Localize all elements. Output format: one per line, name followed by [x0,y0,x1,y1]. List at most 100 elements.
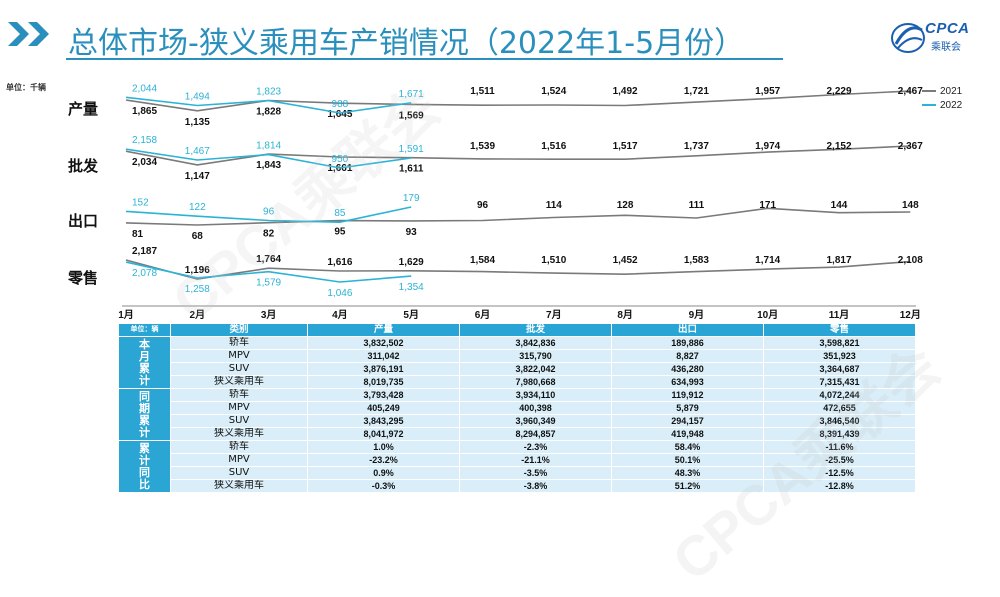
data-label: 1,354 [399,282,424,293]
table-cell-category: 狭义乘用车 [170,427,308,441]
data-label: 1,517 [613,141,638,152]
series-line-2022 [125,261,412,283]
data-label: 1,452 [613,255,638,266]
table-cell-value: 3,832,502 [307,336,460,350]
table-cell-value: -2.3% [459,440,612,454]
table-row: SUV 3,876,191 3,822,042 436,280 3,364,687 [119,362,916,376]
table-cell-value: 4,072,244 [763,388,916,402]
table-cell-category: 轿车 [170,336,308,350]
data-label: 1,957 [755,86,780,97]
line-chart: 1月 2月 3月 4月 5月 6月 7月 8月 9月 10月 11月 12月 产量 1,865 1,135 1… [67,83,923,321]
x-tick-label: 5月 [403,309,419,321]
data-label: 93 [406,227,418,238]
table-cell-value: 315,790 [459,349,612,363]
data-label: 148 [902,200,919,211]
data-label: 2,187 [132,246,157,257]
data-label: 1,974 [755,141,780,152]
x-tick-label: 3月 [261,309,277,321]
logo-subtitle: 乘联会 [931,42,961,53]
table-cell-value: 3,934,110 [459,388,612,402]
data-label: 1,671 [399,89,424,100]
table-cell-value: 3,822,042 [459,362,612,376]
chart-unit-label: 单位：千辆 [6,83,46,92]
table-cell-value: 48.3% [611,466,764,480]
table-cell-value: 8,041,972 [307,427,460,441]
data-label: 96 [477,200,489,211]
data-label: 1,737 [684,141,709,152]
table-cell-value: 8,827 [611,349,764,363]
data-label: 950 [332,154,349,165]
data-label: 111 [689,200,705,211]
table-cell-value: 294,157 [611,414,764,428]
page-title: 总体市场-狭义乘用车产销情况（2022年1-5月份） [68,26,745,61]
table-cell-value: 7,315,431 [763,375,916,389]
table-cell-value: 351,923 [763,349,916,363]
legend-item-2021: 2021 [922,84,962,98]
x-tick-label: 2月 [190,309,206,321]
x-tick-label: 9月 [689,309,705,321]
panel-label: 出口 [68,212,98,230]
table-cell-category: 狭义乘用车 [170,375,308,389]
data-label: 1,714 [755,255,780,266]
summary-table: 单位：辆 类别 产量 批发 出口 零售 本月累计 轿车 3,832,502 3,842… [118,323,916,493]
table-cell-value: 3,793,428 [307,388,460,402]
table-cell-value: -12.5% [763,466,916,480]
panel-label: 零售 [67,269,98,287]
data-label: 1,823 [256,87,281,98]
data-label: 122 [189,202,206,213]
row-group-label: 同期累计 [118,388,171,441]
table-header-row: 单位：辆 类别 产量 批发 出口 零售 [118,323,916,337]
table-cell-value: 7,980,668 [459,375,612,389]
data-label: 1,645 [327,109,352,120]
table-cell-category: 轿车 [170,440,308,454]
data-label: 988 [332,99,349,110]
panel-label: 批发 [68,157,99,175]
table-row: 狭义乘用车 -0.3% -3.8% 51.2% -12.8% [119,479,916,493]
table-row: MPV -23.2% -21.1% 50.1% -25.5% [119,453,916,467]
row-group-text: 同期累计 [139,390,150,439]
data-label: 2,034 [132,157,157,168]
row-group-label: 本月累计 [118,336,171,389]
table-cell-category: SUV [170,362,308,376]
header-production: 产量 [307,323,460,337]
table-cell-category: MPV [170,453,308,467]
table-cell-value: -3.8% [459,479,612,493]
data-label: 1,258 [185,284,210,295]
table-body: 本月累计 轿车 3,832,502 3,842,836 189,886 3,598,821… [118,336,916,493]
series-line-2022 [125,148,412,169]
data-label: 144 [831,200,848,211]
data-label: 85 [334,208,346,219]
panel-label: 产量 [68,100,98,118]
header-wholesale: 批发 [459,323,612,337]
data-label: 1,524 [541,86,566,97]
data-label: 2,229 [826,86,851,97]
table-row: 同期累计 轿车 3,793,428 3,934,110 119,912 4,072,244 [118,388,916,441]
data-label: 171 [759,200,776,211]
table-cell-category: SUV [170,414,308,428]
table-cell-value: 58.4% [611,440,764,454]
data-label: 1,510 [541,255,566,266]
table-cell-value: 1.0% [307,440,460,454]
x-tick-label: 1月 [118,309,134,321]
data-label: 1,828 [256,107,281,118]
table-cell-value: -0.3% [307,479,460,493]
table-cell-value: -11.6% [763,440,916,454]
table-cell-value: 436,280 [611,362,764,376]
table-cell-value: 3,843,295 [307,414,460,428]
data-label: 1,046 [327,288,352,299]
data-label: 114 [546,200,563,211]
table-row: SUV 3,843,295 3,960,349 294,157 3,846,540 [119,414,916,428]
data-label: 1,147 [185,171,210,182]
table-unit-label: 单位：辆 [118,323,171,337]
table-cell-value: 8,391,439 [763,427,916,441]
table-cell-value: -12.8% [763,479,916,493]
logo-text: CPCA [925,20,970,37]
data-label: 1,135 [185,117,210,128]
table-cell-value: 5,879 [611,401,764,415]
data-label: 1,579 [256,278,281,289]
chevron-right-icon [8,22,49,46]
series-line-2022 [125,96,412,114]
series-line-2022 [125,206,412,224]
table-cell-value: 3,960,349 [459,414,612,428]
x-tick-label: 7月 [546,309,562,321]
